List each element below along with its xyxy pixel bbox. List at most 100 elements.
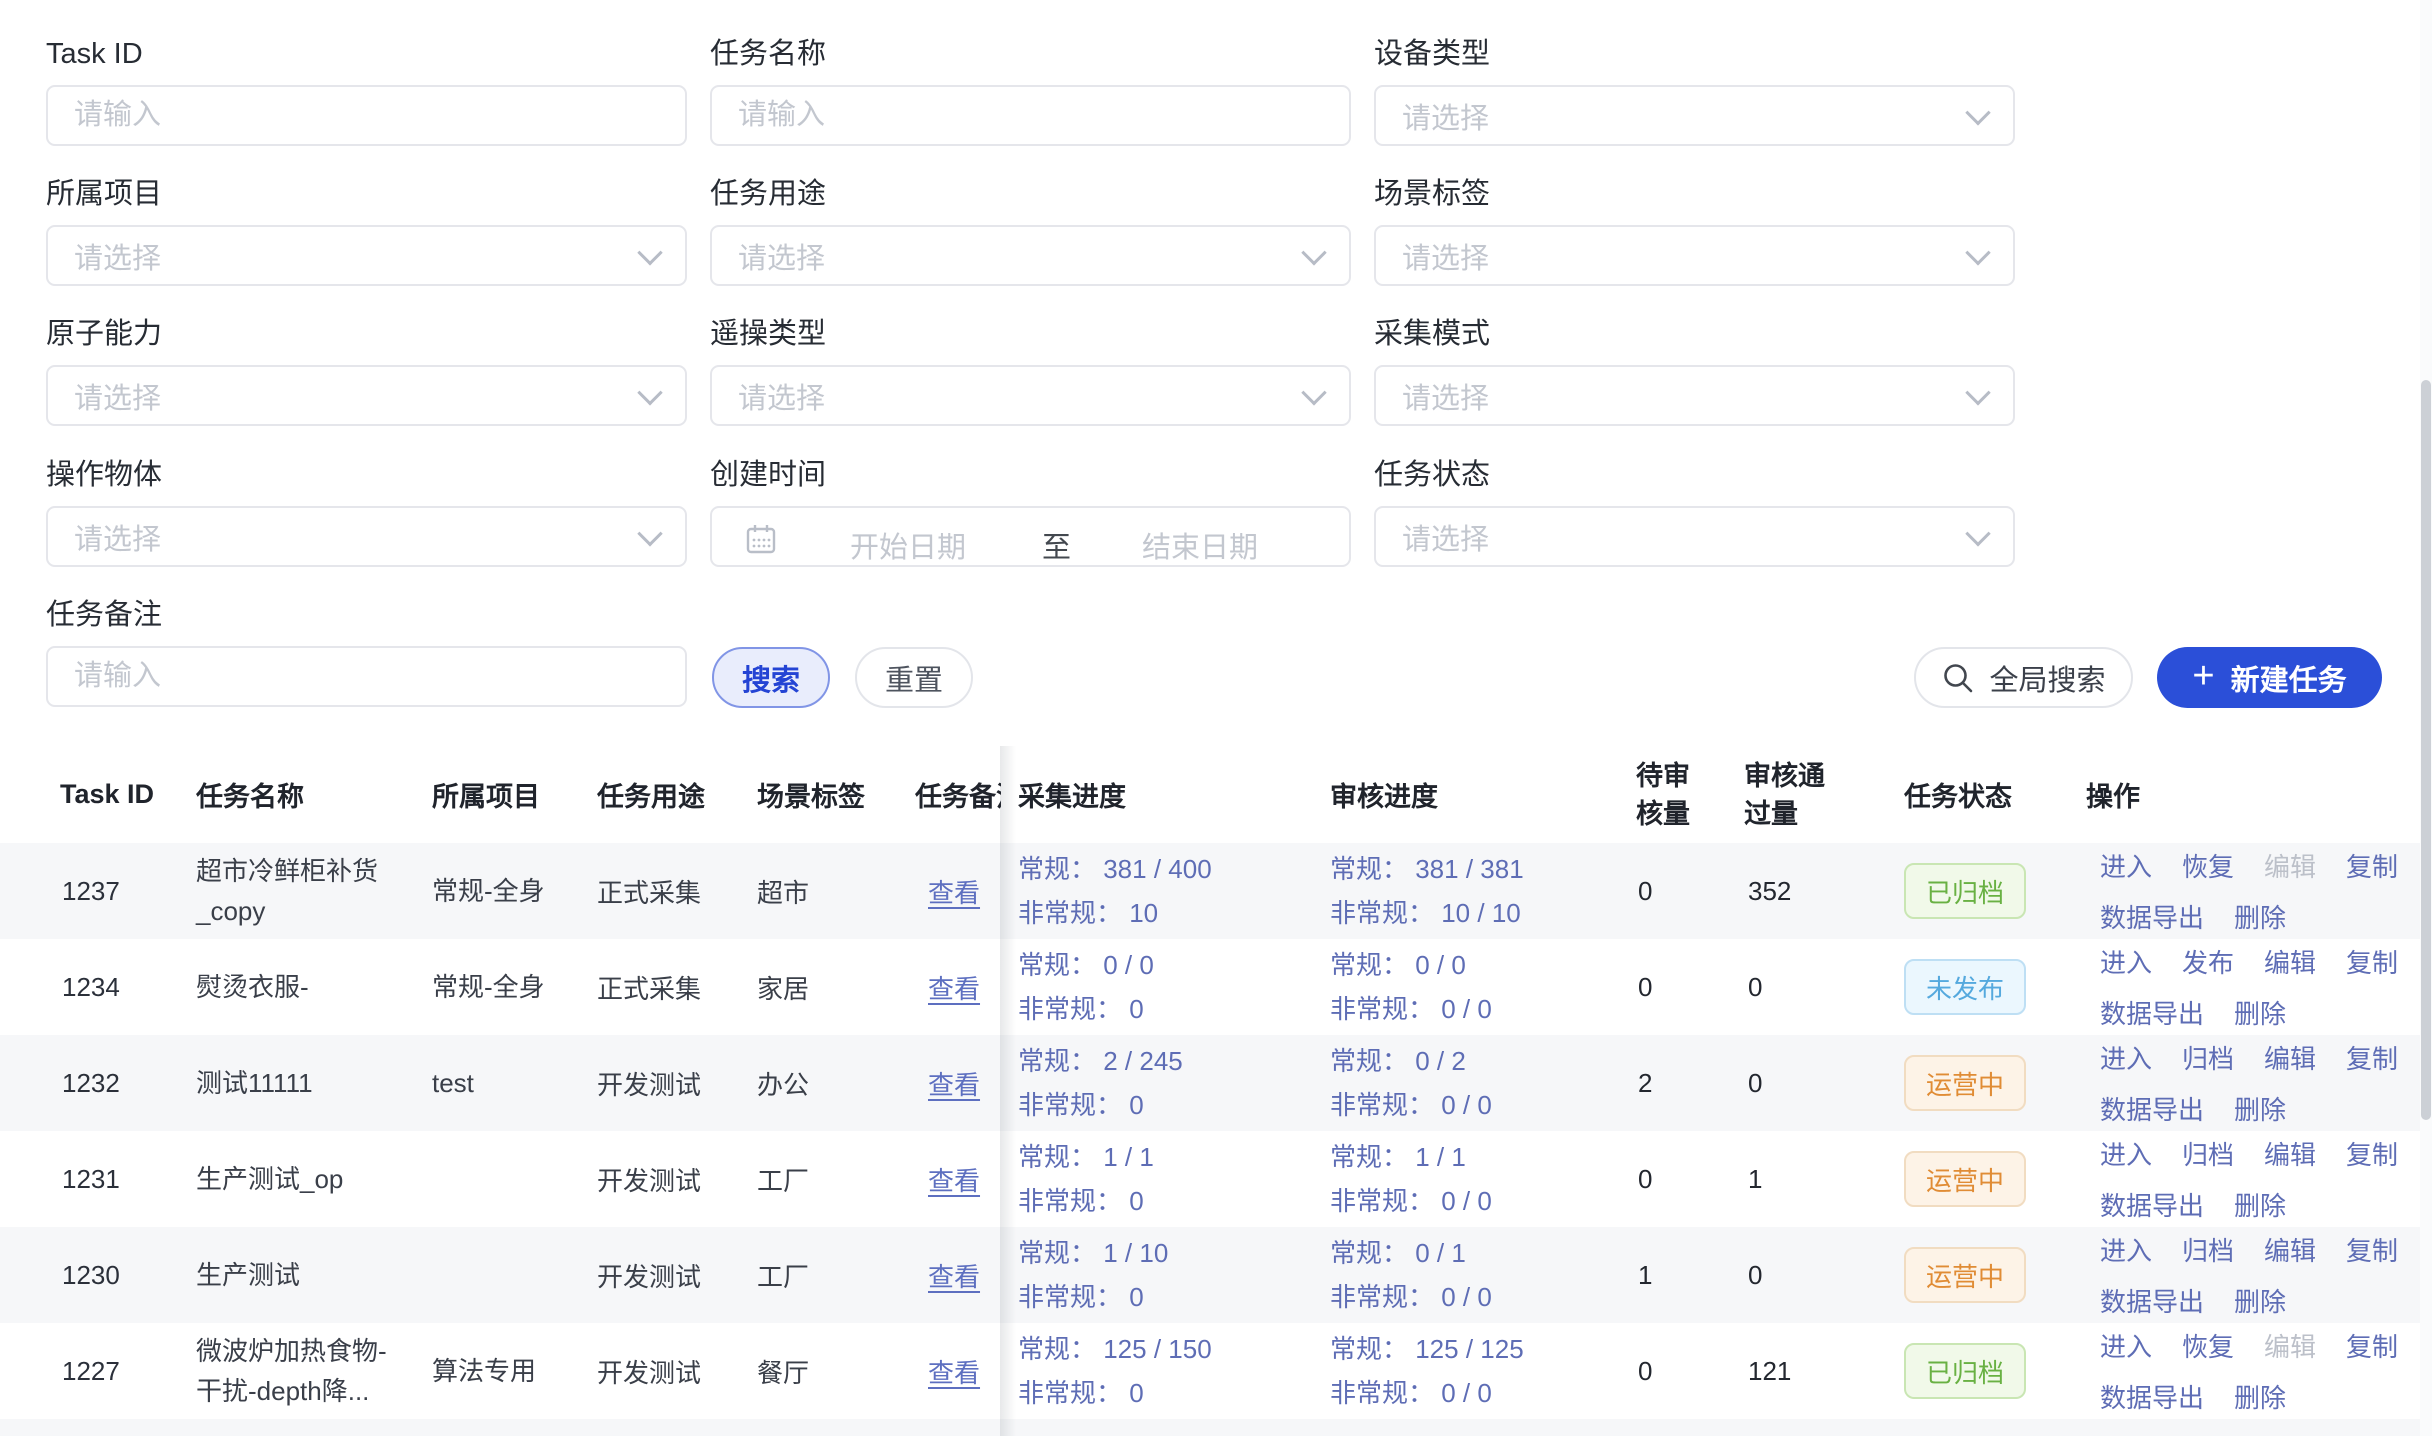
action-edit-link[interactable]: 编辑 [2264,948,2317,978]
page-scrollbar[interactable] [2420,0,2432,1436]
action-state-link[interactable]: 发布 [2182,948,2235,978]
task-id-cell: 1234 [62,971,120,1002]
review-regular: 常规： 1 / 1 [1330,1142,1466,1172]
header-approved-count: 审核通过量 [1744,760,1825,829]
action-state-link[interactable]: 归档 [2182,1044,2235,1074]
collect-progress-cell: 常规： 1 / 10 非常规： 0 [1018,1227,1298,1323]
status-select[interactable]: 请选择 [1374,506,2015,567]
action-edit-link[interactable]: 编辑 [2264,1140,2317,1170]
task-id-cell: 1237 [62,875,120,906]
action-delete-link[interactable]: 删除 [2234,1287,2287,1317]
note-view-link[interactable]: 查看 [928,1165,981,1196]
action-enter-link[interactable]: 进入 [2100,852,2153,882]
filter-label: 所属项目 [46,178,163,210]
teleop-select[interactable]: 请选择 [710,365,1351,426]
note-view-link[interactable]: 查看 [928,1069,981,1100]
action-copy-link[interactable]: 复制 [2346,1044,2399,1074]
scene-tag-cell: 超市 [757,877,810,908]
action-delete-link[interactable]: 删除 [2234,999,2287,1029]
collect-irregular: 非常规： 0 [1018,1282,1144,1312]
action-state-link[interactable]: 恢复 [2182,1332,2235,1362]
action-delete-link[interactable]: 删除 [2234,1383,2287,1413]
collect-progress-cell: 常规： 381 / 400 非常规： 10 [1018,843,1298,939]
action-copy-link[interactable]: 复制 [2346,1236,2399,1266]
status-badge: 运营中 [1904,1151,2027,1207]
table-row: 1230 生产测试 开发测试 工厂 查看 常规： 1 / 10 非常规： 0 常… [0,1227,2432,1323]
date-range-picker[interactable]: 开始日期 至 结束日期 [710,506,1351,567]
action-state-link[interactable]: 归档 [2182,1140,2235,1170]
reset-button[interactable]: 重置 [855,647,973,708]
action-copy-link[interactable]: 复制 [2346,1140,2399,1170]
status-badge: 已归档 [1904,1343,2027,1399]
action-export-link[interactable]: 数据导出 [2100,999,2205,1029]
action-copy-link[interactable]: 复制 [2346,1332,2399,1362]
start-date-placeholder[interactable]: 开始日期 [850,532,967,564]
project-select[interactable]: 请选择 [46,225,687,286]
filter-field-create-time: 创建时间 开始日期 至 结束日期 [710,459,1351,571]
action-enter-link[interactable]: 进入 [2100,1236,2153,1266]
note-input[interactable] [46,646,687,707]
action-copy-link[interactable]: 复制 [2346,948,2399,978]
calendar-icon [744,522,778,556]
action-delete-link[interactable]: 删除 [2234,1095,2287,1125]
scene-tag-cell: 办公 [757,1069,810,1100]
action-enter-link[interactable]: 进入 [2100,1044,2153,1074]
task-name-input[interactable] [710,85,1351,146]
note-view-link[interactable]: 查看 [928,973,981,1004]
collect-regular: 常规： 0 / 0 [1018,950,1154,980]
review-progress-cell: 常规： 0 / 1 非常规： 0 / 0 [1330,1227,1610,1323]
action-state-link[interactable]: 恢复 [2182,852,2235,882]
review-progress-cell: 常规： 1 / 1 非常规： 0 / 0 [1330,1131,1610,1227]
action-delete-link[interactable]: 删除 [2234,1191,2287,1221]
action-edit-link[interactable]: 编辑 [2264,852,2317,882]
scene-tag-select[interactable]: 请选择 [1374,225,2015,286]
collect-mode-select[interactable]: 请选择 [1374,365,2015,426]
action-export-link[interactable]: 数据导出 [2100,903,2205,933]
action-copy-link[interactable]: 复制 [2346,852,2399,882]
search-icon [1941,661,1975,695]
action-delete-link[interactable]: 删除 [2234,903,2287,933]
end-date-placeholder[interactable]: 结束日期 [1142,532,1259,564]
status-badge: 运营中 [1904,1055,2027,1111]
note-view-link[interactable]: 查看 [928,1357,981,1388]
action-export-link[interactable]: 数据导出 [2100,1383,2205,1413]
search-button[interactable]: 搜索 [712,647,830,708]
action-edit-link[interactable]: 编辑 [2264,1332,2317,1362]
action-export-link[interactable]: 数据导出 [2100,1287,2205,1317]
note-view-link[interactable]: 查看 [928,877,981,908]
task-id-cell: 1227 [62,1355,120,1386]
purpose-cell: 正式采集 [597,877,702,908]
action-enter-link[interactable]: 进入 [2100,1332,2153,1362]
scene-tag-cell: 餐厅 [757,1357,810,1388]
collect-regular: 常规： 381 / 400 [1018,854,1212,884]
scrollbar-thumb[interactable] [2421,380,2431,1120]
header-actions: 操作 [2086,782,2140,812]
collect-progress-cell: 常规： 0 / 0 非常规： 0 [1018,939,1298,1035]
approved-count-cell: 121 [1748,1355,1792,1386]
action-edit-link[interactable]: 编辑 [2264,1044,2317,1074]
action-export-link[interactable]: 数据导出 [2100,1191,2205,1221]
new-task-button[interactable]: + 新建任务 [2157,647,2382,708]
purpose-select[interactable]: 请选择 [710,225,1351,286]
action-edit-link[interactable]: 编辑 [2264,1236,2317,1266]
chevron-down-icon [1301,239,1327,265]
filter-label: Task ID [46,38,143,70]
approved-count-cell: 0 [1748,971,1763,1002]
actions-cell: 进入 恢复 编辑 复制 数据导出 删除 [2100,1323,2400,1419]
action-enter-link[interactable]: 进入 [2100,948,2153,978]
header-scene-tag: 场景标签 [757,782,865,812]
action-state-link[interactable]: 归档 [2182,1236,2235,1266]
header-status: 任务状态 [1904,782,2012,812]
global-search-button[interactable]: 全局搜索 [1914,647,2133,708]
note-view-link[interactable]: 查看 [928,1261,981,1292]
actions-cell: 进入 归档 编辑 复制 数据导出 删除 [2100,1227,2400,1323]
device-type-select[interactable]: 请选择 [1374,85,2015,146]
filter-label: 遥操类型 [710,318,827,350]
task-id-input[interactable] [46,85,687,146]
action-export-link[interactable]: 数据导出 [2100,1095,2205,1125]
object-select[interactable]: 请选择 [46,506,687,567]
action-enter-link[interactable]: 进入 [2100,1140,2153,1170]
chevron-down-icon [637,379,663,405]
chevron-down-icon [1965,99,1991,125]
atomic-select[interactable]: 请选择 [46,365,687,426]
